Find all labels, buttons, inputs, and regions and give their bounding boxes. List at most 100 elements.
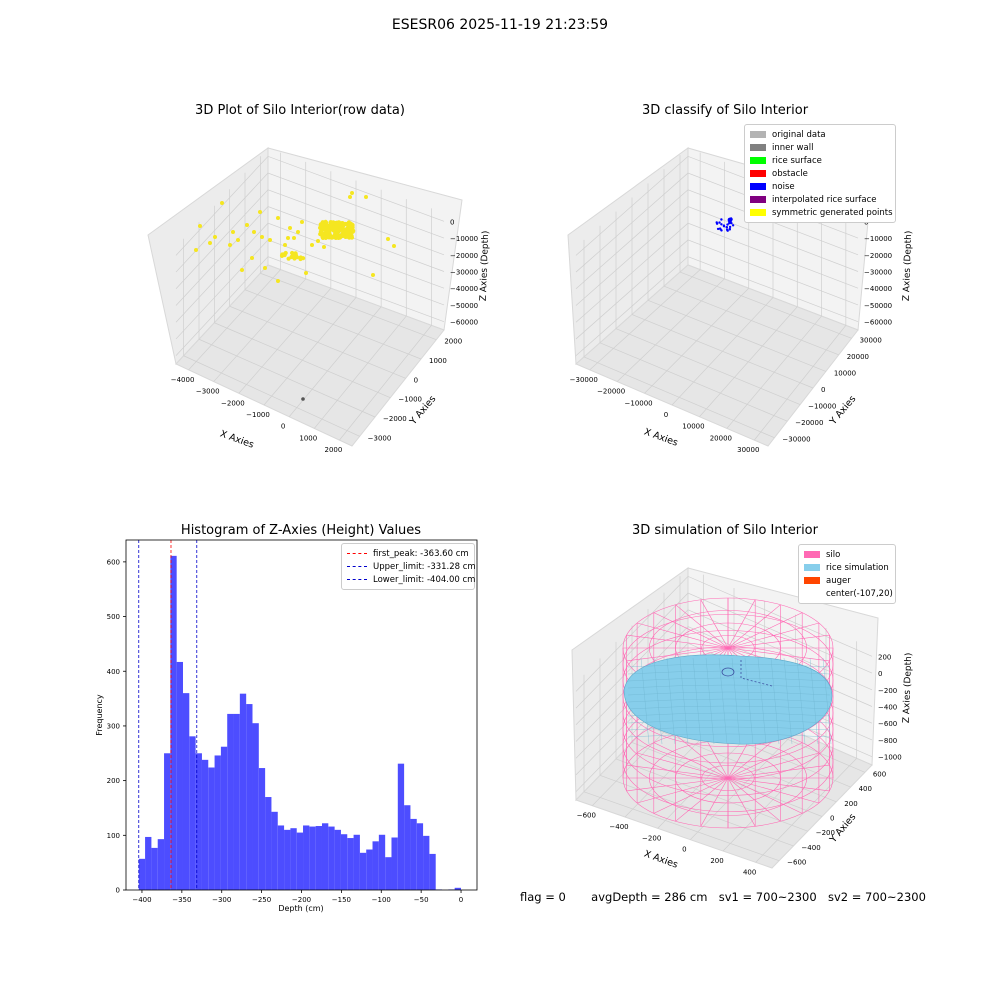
legend-item: interpolated rice surface <box>750 193 890 206</box>
legend-item: inner wall <box>750 141 890 154</box>
raw-point <box>348 235 353 240</box>
histogram-bar <box>170 555 177 890</box>
x-tick-label: −3000 <box>196 388 220 396</box>
classify-grid <box>575 152 859 441</box>
y-tick-label: 600 <box>873 770 886 778</box>
legend-label: auger <box>826 575 851 586</box>
histogram-bar <box>454 887 461 890</box>
legend-item: obstacle <box>750 167 890 180</box>
simulation-title: 3D simulation of Silo Interior <box>632 523 818 538</box>
x-tick-label: −20000 <box>597 388 625 396</box>
legend-label: original data <box>772 129 826 140</box>
x-tick-label: −100 <box>372 896 391 904</box>
legend-swatch <box>804 564 820 571</box>
x-tick-label: 20000 <box>710 434 732 442</box>
noise-point <box>725 228 729 231</box>
y-tick-label: 30000 <box>860 336 882 344</box>
raw-point <box>268 238 272 242</box>
y-tick-label: −2000 <box>383 415 407 423</box>
noise-point <box>720 223 723 226</box>
z-tick-label: −1000 <box>878 754 902 762</box>
z-tick-label: 0 <box>878 670 882 678</box>
legend-line-swatch <box>347 579 367 580</box>
raw-point <box>198 224 202 228</box>
y-tick-label: −3000 <box>368 434 392 442</box>
x-tick-label: 0 <box>281 423 285 431</box>
legend-label: symmetric generated points <box>772 207 893 218</box>
histogram-bar <box>423 835 430 890</box>
raw-point <box>350 229 355 234</box>
histogram-title: Histogram of Z-Axies (Height) Values <box>180 523 422 538</box>
raw-zlabel: Z Axies (Depth) <box>479 231 491 302</box>
x-tick-label: 200 <box>710 857 723 865</box>
simulation-legend: silo rice simulation auger center(-107,20) <box>798 544 896 604</box>
histogram-bar <box>176 661 183 890</box>
histogram-bar <box>309 826 316 890</box>
raw-point <box>345 229 350 234</box>
raw-point <box>326 228 331 233</box>
rice-surface <box>623 654 833 745</box>
legend-label: noise <box>772 181 795 192</box>
legend-item: original data <box>750 128 890 141</box>
legend-item: auger <box>804 574 890 587</box>
raw-point <box>240 268 244 272</box>
histogram-bar <box>385 857 392 890</box>
histogram-legend: first_peak: -363.60 cm Upper_limit: -331.… <box>341 543 476 590</box>
z-tick-label: −40000 <box>864 285 892 293</box>
raw-xlabel: X Axies <box>218 428 255 450</box>
classify-ylabel: Y Axies <box>827 394 858 428</box>
histogram-bar <box>378 834 386 890</box>
y-tick-label: −400 <box>801 844 820 852</box>
raw-point <box>245 223 249 227</box>
histogram-bar <box>258 768 266 890</box>
raw-point <box>371 273 375 277</box>
raw-grid <box>175 152 445 441</box>
z-tick-label: −60000 <box>864 319 892 327</box>
simulation-zlabel: Z Axies (Depth) <box>902 653 914 724</box>
raw-point <box>348 225 353 230</box>
noise-point <box>730 222 733 225</box>
raw-point <box>288 226 292 230</box>
legend-item: center(-107,20) <box>804 587 893 600</box>
simulation-3d-plot: −600−400−2000200400−600−400−200020040060… <box>571 567 914 876</box>
raw-point <box>258 210 262 214</box>
x-tick-label: −400 <box>132 896 151 904</box>
raw-point <box>281 252 286 257</box>
histogram-bar <box>366 849 373 890</box>
legend-swatch <box>750 183 766 190</box>
raw-point <box>304 271 308 275</box>
histogram-bar <box>189 736 196 890</box>
histogram-bar <box>397 763 405 890</box>
raw-point <box>364 195 368 199</box>
raw-point <box>329 235 334 240</box>
y-tick-label: 200 <box>107 777 120 785</box>
legend-label: center(-107,20) <box>826 588 893 599</box>
y-tick-label: −30000 <box>782 436 810 444</box>
y-tick-label: −600 <box>787 859 806 867</box>
y-tick-label: −200 <box>816 829 835 837</box>
noise-point <box>718 221 721 224</box>
raw-point <box>292 236 296 240</box>
noise-point <box>727 217 733 223</box>
z-tick-label: −800 <box>878 737 897 745</box>
raw-point <box>392 244 396 248</box>
raw-point <box>300 220 304 224</box>
histogram-bar <box>359 852 367 890</box>
status-avg-depth: avgDepth = 286 cm <box>591 890 708 904</box>
x-tick-label: 0 <box>682 846 686 854</box>
histogram-ylabel: Frequency <box>95 694 104 736</box>
raw-point <box>320 222 326 227</box>
legend-line-swatch <box>347 566 367 567</box>
legend-label: inner wall <box>772 142 814 153</box>
raw-point <box>276 216 280 220</box>
raw-3d-plot: −4000−3000−2000−1000010002000−3000−2000−… <box>147 147 491 454</box>
histogram-bar <box>220 746 228 890</box>
raw-point <box>260 235 264 239</box>
histogram-bar <box>410 818 417 890</box>
y-tick-label: 0 <box>116 887 120 895</box>
noise-point <box>725 226 729 229</box>
noise-point <box>720 229 723 232</box>
histogram-chart: −400 −350 −300 −250 −200 −150 −100 −50 0 0 100 200 3… <box>95 539 478 913</box>
raw-point <box>346 220 352 225</box>
histogram-bar <box>404 805 411 890</box>
